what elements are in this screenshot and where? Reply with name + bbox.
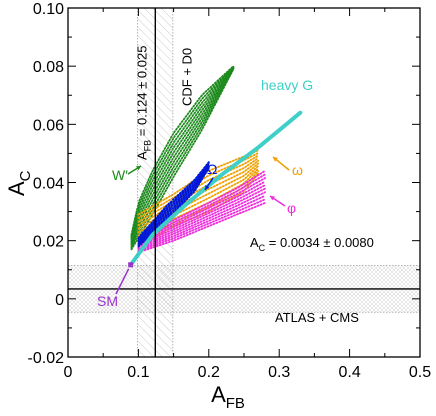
pointer-head-- [273, 157, 278, 162]
ac-measurement-label: AC = 0.0034 ± 0.0080 [250, 235, 374, 253]
series-heavy-g [128, 110, 303, 267]
series-label-heavy-g: heavy G [261, 77, 313, 93]
sm-pointer [115, 268, 130, 295]
series-label-w-: W′ [112, 167, 128, 183]
series-streak [137, 161, 210, 239]
series-streak [137, 157, 259, 227]
series-streak [137, 154, 259, 223]
pointer-head-- [205, 185, 210, 190]
y-tick-label: 0.02 [33, 234, 64, 251]
ac-experiment-label: ATLAS + CMS [275, 310, 359, 325]
y-tick-label: -0.02 [28, 350, 65, 367]
series-streak [130, 66, 235, 241]
series-streak [130, 66, 235, 244]
afb-measurement-label: AFB = 0.124 ± 0.025 [134, 46, 152, 160]
sm-point-marker [128, 262, 134, 268]
x-tick-label: 0.3 [268, 364, 290, 381]
series-label--: Ω [207, 161, 217, 177]
series-w- [130, 65, 235, 251]
y-tick-label: 0.06 [33, 117, 64, 134]
series-streak [137, 202, 266, 254]
series-streak [137, 191, 266, 249]
series-streak [130, 68, 235, 251]
series-streak [137, 198, 266, 252]
series-- [137, 161, 210, 248]
x-tick-label: 0.2 [198, 364, 220, 381]
pointer-head-- [270, 196, 275, 201]
series-streak [137, 177, 266, 242]
series-streak [137, 187, 266, 247]
series-line [128, 110, 303, 267]
axis-ticks: 0 0.1 0.2 0.3 0.4 0.5-0.0200.020.040.060.080.… [28, 1, 432, 381]
x-tick-label: 0.5 [409, 364, 431, 381]
x-tick-label: 0 [64, 364, 73, 381]
series-streak [130, 66, 235, 243]
series-label--: φ [287, 200, 296, 216]
series-streak [137, 184, 266, 246]
x-axis-title: AFB [211, 382, 245, 411]
series-- [137, 170, 266, 254]
annotations: AFB AC AFB = 0.124 ± 0.025 CDF + D0 AC = 0.0… [4, 46, 374, 412]
series-streak [130, 67, 235, 246]
series-layer [128, 65, 303, 268]
y-tick-label: 0.08 [33, 59, 64, 76]
series-streak [137, 180, 266, 244]
afb-experiment-label: CDF + D0 [179, 48, 194, 106]
series-label--: ω [292, 162, 303, 178]
y-tick-label: 0.10 [33, 1, 64, 18]
series-streak [130, 65, 235, 238]
series-streak [137, 194, 266, 250]
sm-label: SM [97, 293, 118, 309]
pointer-head-w- [136, 166, 141, 171]
series-streak [130, 65, 235, 236]
y-tick-label: 0 [55, 292, 64, 309]
x-tick-label: 0.4 [338, 364, 360, 381]
y-axis-title: AC [4, 170, 34, 196]
x-tick-label: 0.1 [127, 364, 149, 381]
y-tick-label: 0.04 [33, 176, 64, 193]
measurement-lines [68, 8, 420, 357]
series-streak [130, 65, 235, 239]
